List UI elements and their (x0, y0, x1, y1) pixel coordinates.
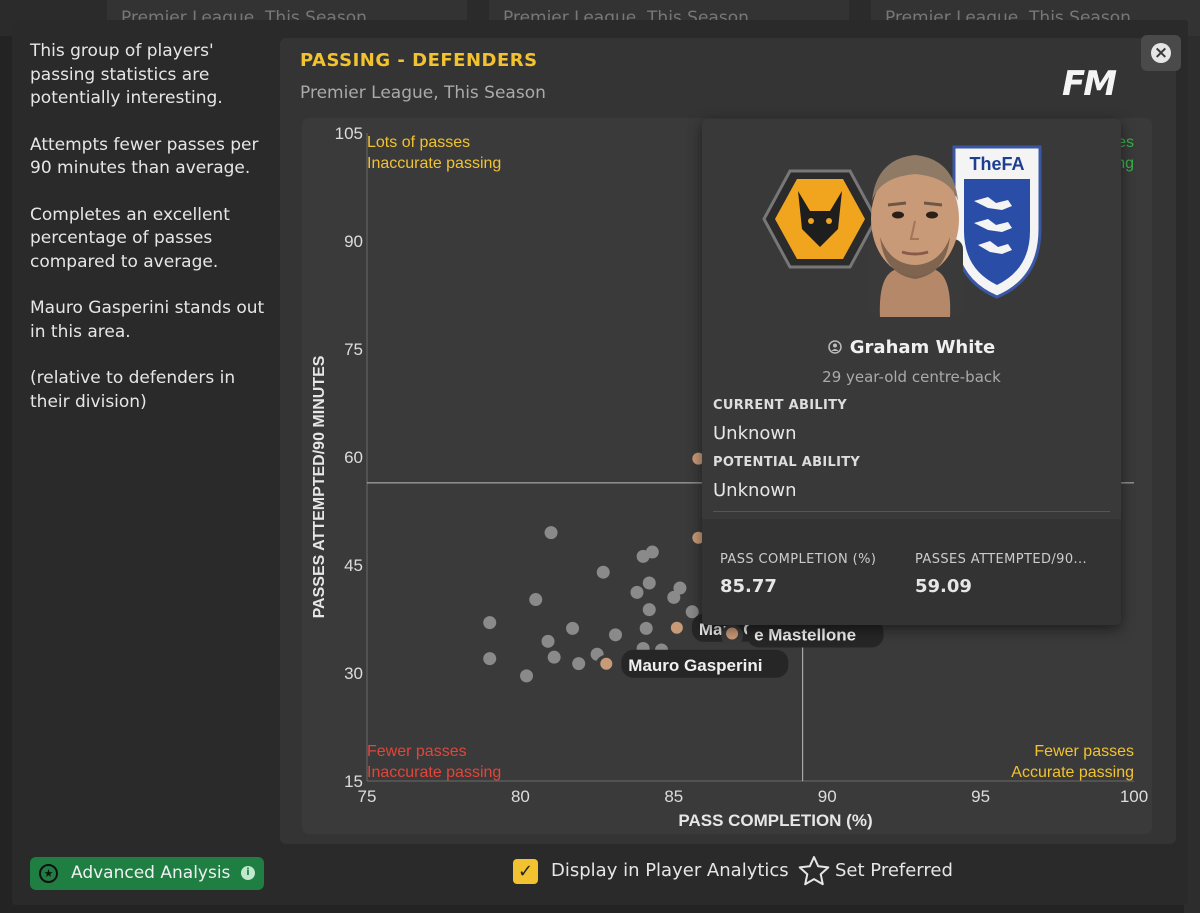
x-axis-title: PASS COMPLETION (%) (678, 811, 872, 830)
y-tick-label: 45 (344, 556, 363, 575)
potential-ability-label: POTENTIAL ABILITY (713, 455, 861, 470)
data-point (483, 652, 497, 666)
close-icon: × (1151, 43, 1171, 63)
data-point (483, 616, 497, 630)
quadrant-label-top-left: Inaccurate passing (367, 155, 501, 172)
player-stats-strip: PASS COMPLETION (%) 85.77 PASSES ATTEMPT… (702, 519, 1121, 625)
the-fa-badge-icon: TheFA (952, 145, 1042, 299)
data-point (639, 621, 653, 635)
data-point (596, 565, 610, 579)
star-icon[interactable] (798, 855, 830, 887)
x-tick-label: 85 (664, 787, 683, 806)
data-point (645, 545, 659, 559)
data-point (566, 621, 580, 635)
advanced-analysis-button[interactable]: ★ Advanced Analysis i (30, 857, 264, 890)
player-card-art: TheFA (762, 145, 1042, 317)
x-tick-label: 90 (818, 787, 837, 806)
data-point (547, 650, 561, 664)
person-icon (828, 338, 842, 359)
data-point (609, 628, 623, 642)
display-in-player-analytics-checkbox[interactable]: ✓ (513, 859, 538, 884)
data-point (667, 590, 681, 604)
potential-ability-value: Unknown (713, 480, 797, 501)
data-point (642, 576, 656, 590)
x-tick-label: 75 (358, 787, 377, 806)
data-point (642, 603, 656, 617)
y-tick-label: 30 (344, 664, 363, 683)
info-icon[interactable]: i (241, 866, 255, 880)
data-point (673, 581, 687, 595)
data-point (630, 585, 644, 599)
data-point (685, 605, 699, 619)
quadrant-label-bottom-right: Accurate passing (1011, 764, 1134, 781)
player-avatar-face (670, 621, 683, 634)
summary-note: (relative to defenders in their division… (30, 368, 236, 412)
y-tick-label: 90 (344, 232, 363, 251)
fm-logo: FM (1062, 64, 1117, 104)
passes-attempted-label: PASSES ATTEMPTED/90... (915, 552, 1088, 567)
player-name[interactable]: Graham White (702, 337, 1121, 359)
x-tick-label: 95 (971, 787, 990, 806)
current-ability-label: CURRENT ABILITY (713, 398, 847, 413)
summary-intro: This group of players' passing statistic… (30, 41, 223, 108)
wolves-badge-icon (762, 169, 878, 269)
player-card-divider (713, 511, 1110, 512)
background-right-strip (1184, 36, 1200, 913)
data-point (572, 657, 586, 671)
y-tick-label: 105 (335, 124, 363, 143)
current-ability-value: Unknown (713, 423, 797, 444)
data-point (541, 634, 555, 648)
summary-completion: Completes an excellent percentage of pas… (30, 204, 230, 272)
analysis-summary: This group of players' passing statistic… (30, 40, 275, 437)
set-preferred-label[interactable]: Set Preferred (835, 860, 953, 881)
summary-standout: Mauro Gasperini stands out in this area. (30, 298, 265, 342)
pass-completion-label: PASS COMPLETION (%) (720, 552, 877, 567)
y-tick-label: 60 (344, 448, 363, 467)
star-badge-icon: ★ (39, 864, 58, 883)
passes-attempted-value: 59.09 (915, 576, 972, 597)
data-point (520, 669, 534, 683)
data-point (529, 593, 543, 607)
panel-title: PASSING - DEFENDERS (300, 50, 538, 71)
summary-attempts: Attempts fewer passes per 90 minutes tha… (30, 134, 259, 179)
quadrant-label-bottom-right: Fewer passes (1034, 743, 1134, 760)
panel-subtitle: Premier League, This Season (300, 83, 546, 103)
player-description: 29 year-old centre-back (822, 368, 1001, 386)
data-point (544, 526, 558, 540)
player-avatar-face (600, 657, 613, 670)
advanced-analysis-label: Advanced Analysis (71, 863, 231, 883)
y-axis-title: PASSES ATTEMPTED/90 MINUTES (311, 355, 328, 618)
player-avatar-face (726, 627, 739, 640)
svg-text:TheFA: TheFA (969, 154, 1024, 174)
y-tick-label: 15 (344, 772, 363, 791)
player-portrait (867, 155, 963, 317)
pass-completion-value: 85.77 (720, 576, 777, 597)
player-avatar-face (692, 531, 705, 544)
player-label-pill (747, 619, 884, 648)
quadrant-label-top-left: Lots of passes (367, 134, 470, 151)
display-in-player-analytics-label[interactable]: Display in Player Analytics (551, 860, 789, 881)
x-tick-label: 80 (511, 787, 530, 806)
player-avatar-face (692, 452, 705, 465)
close-button[interactable]: × (1141, 35, 1181, 71)
player-label-pill (621, 649, 789, 678)
quadrant-label-bottom-left: Fewer passes (367, 743, 467, 760)
y-tick-label: 75 (344, 340, 363, 359)
player-label: e Mastellone (754, 626, 856, 645)
player-label: Mauro Gasperini (628, 656, 762, 675)
quadrant-label-bottom-left: Inaccurate passing (367, 764, 501, 781)
x-tick-label: 100 (1120, 787, 1148, 806)
player-name-text: Graham White (849, 337, 996, 358)
player-hover-card: TheFA Graham White 29 year-old centre-ba… (702, 119, 1121, 625)
